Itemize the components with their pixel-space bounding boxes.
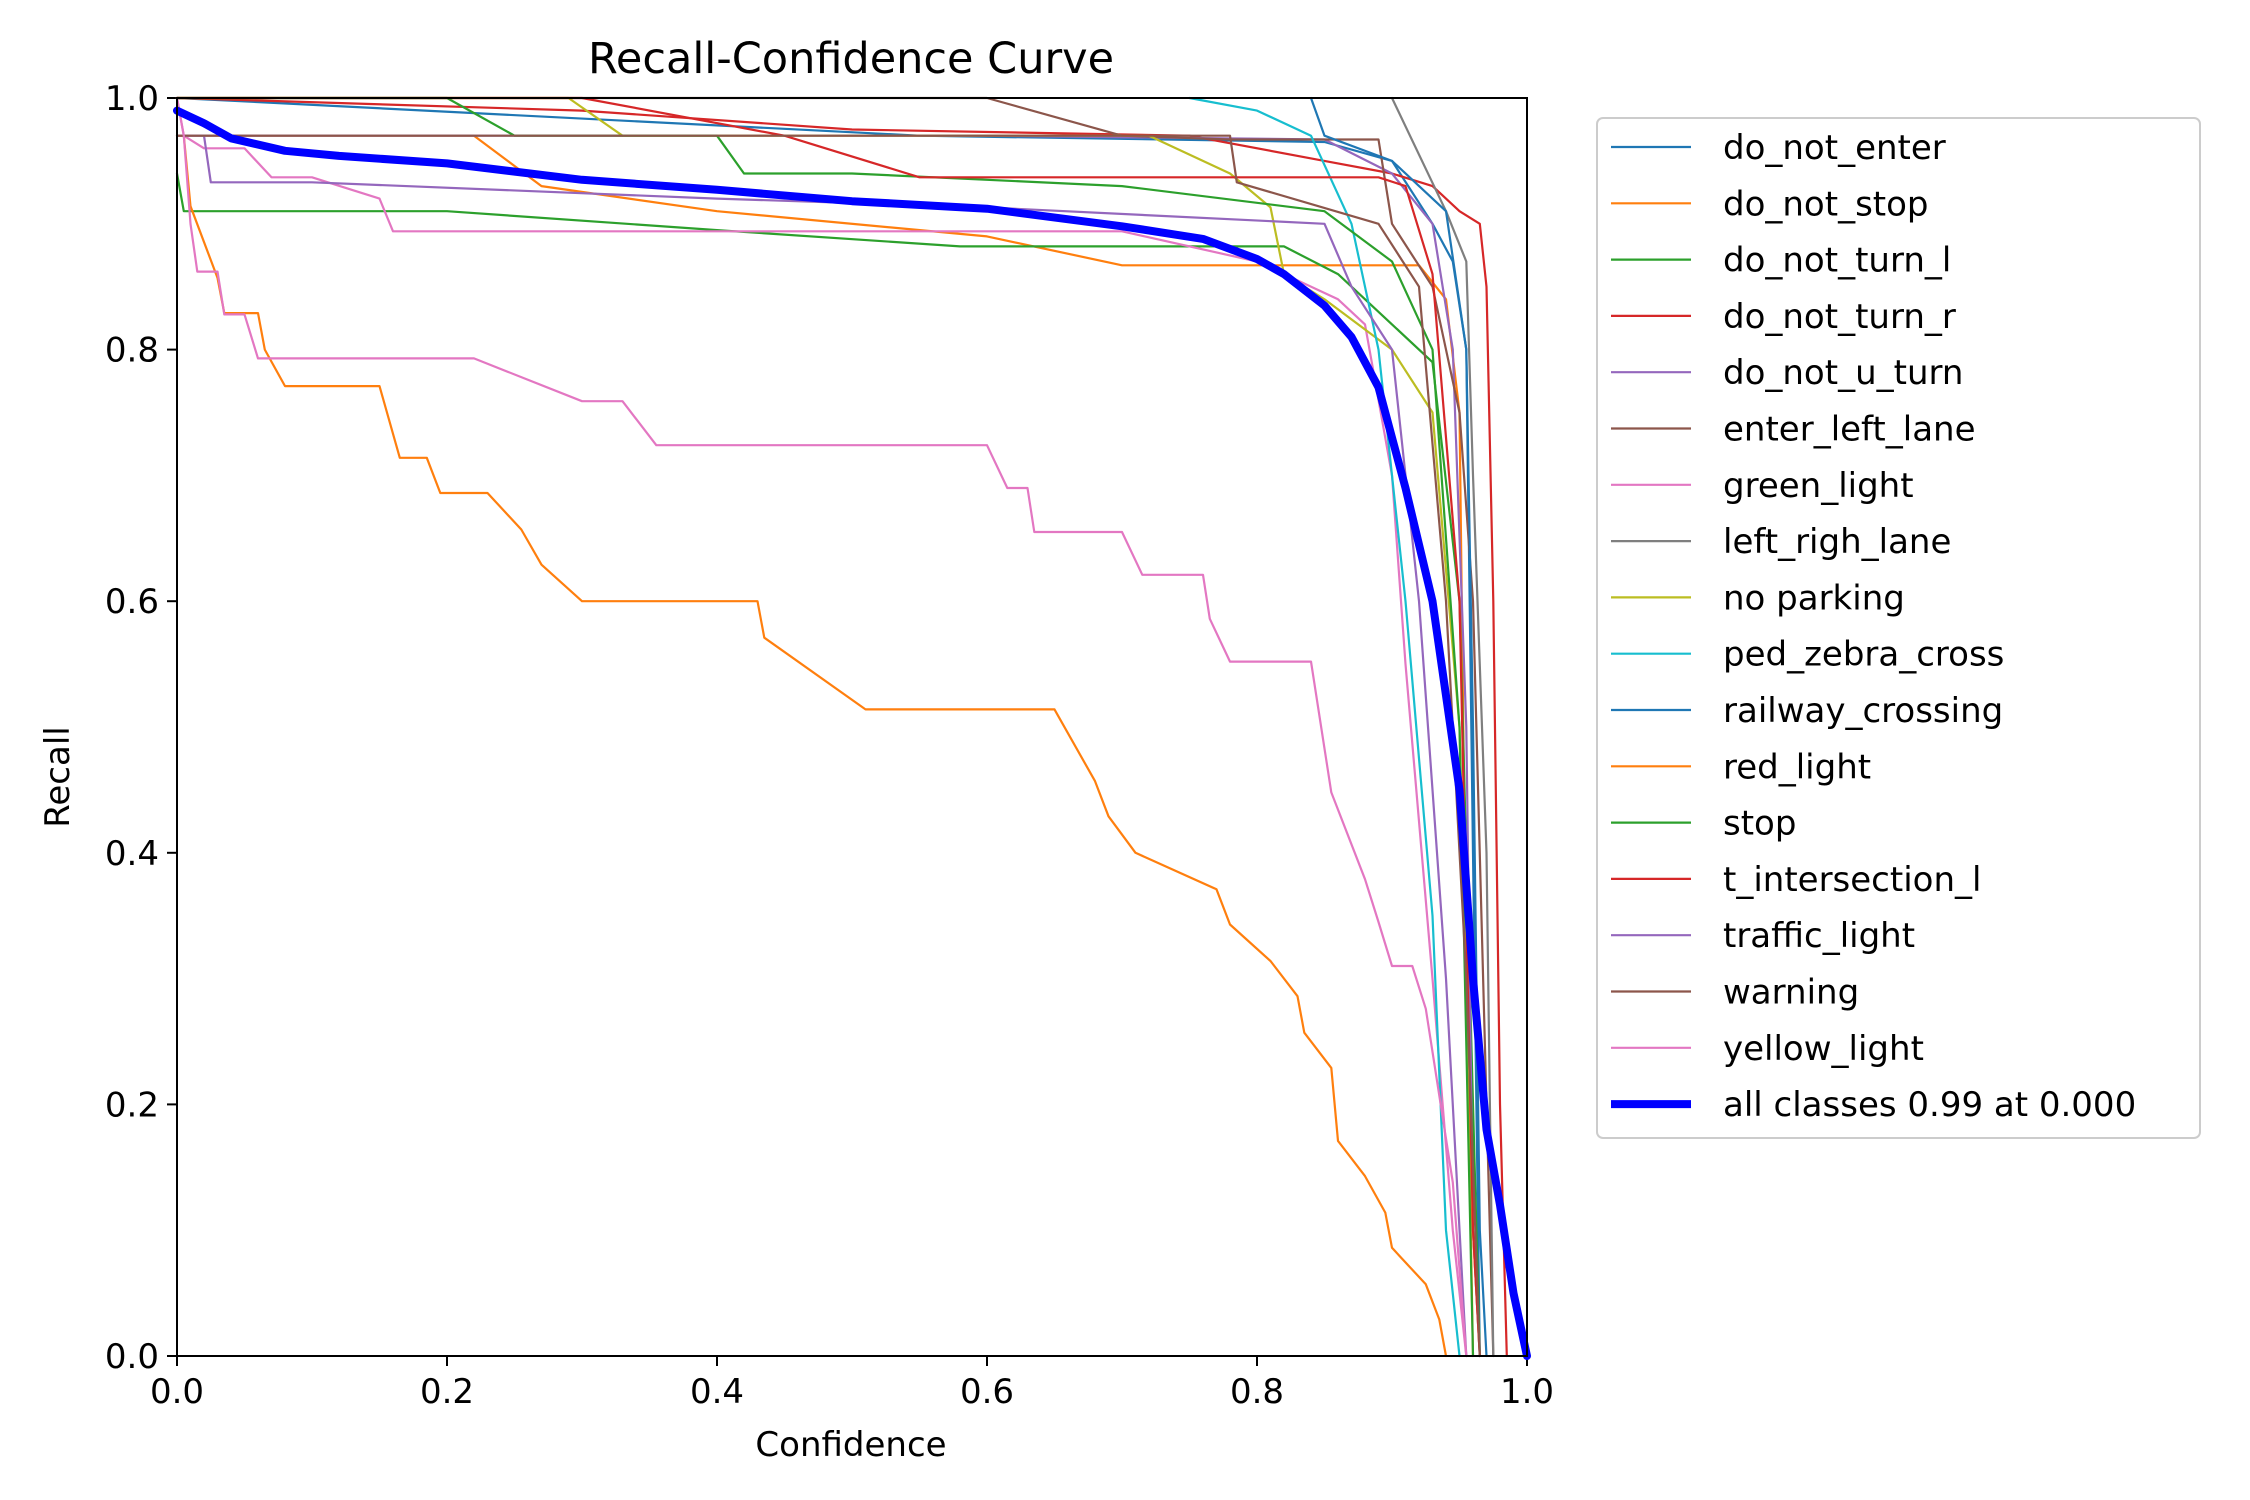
legend-box <box>1596 117 2201 1139</box>
series-line-do-not-turn-r <box>175 96 1508 1358</box>
legend-label: red_light <box>1723 747 1871 787</box>
series-lines <box>173 96 1531 1360</box>
series-line-traffic-light <box>175 134 1468 1358</box>
legend-label: do_not_turn_l <box>1723 241 1951 281</box>
series-line-all-classes-0-99-at-0-000 <box>173 106 1531 1360</box>
x-tick-label: 1.0 <box>1500 1372 1554 1412</box>
legend-label: no parking <box>1723 578 1905 618</box>
y-tick-label: 0.8 <box>105 331 159 371</box>
series-line-enter-left-lane <box>175 96 1495 1358</box>
y-tick-label: 0.4 <box>105 834 159 874</box>
legend-label: traffic_light <box>1723 916 1915 956</box>
legend-label: green_light <box>1723 466 1914 506</box>
legend-label: stop <box>1723 804 1796 844</box>
series-line-do-not-enter <box>175 96 1481 1358</box>
series-line-do-not-turn-l <box>175 172 1481 1358</box>
legend-label: do_not_turn_r <box>1723 297 1956 337</box>
legend-label: ped_zebra_cross <box>1723 635 2004 675</box>
series-line-railway-crossing <box>1309 96 1488 1358</box>
legend-label: do_not_stop <box>1723 184 1929 224</box>
x-tick-label: 0.0 <box>150 1372 204 1412</box>
x-tick-label: 0.8 <box>1230 1372 1284 1412</box>
axis-ticks: 0.0 0.2 0.4 0.6 0.8 1.0 0.0 0.2 0.4 0.6 0.8 1.0 <box>105 79 1554 1412</box>
series-line-warning <box>175 134 1481 1358</box>
series-line-left-righ-lane <box>1390 96 1495 1358</box>
series-line-green-light <box>175 96 1468 1358</box>
legend-label: t_intersection_l <box>1723 860 1981 900</box>
x-tick-label: 0.2 <box>420 1372 474 1412</box>
x-tick-label: 0.6 <box>960 1372 1014 1412</box>
legend-label: warning <box>1723 973 1859 1013</box>
plot-frame <box>176 97 1528 1357</box>
legend-label: railway_crossing <box>1723 691 2003 731</box>
series-line-do-not-stop <box>175 134 1475 1358</box>
legend: do_not_enter do_not_stop do_not_turn_l do_n… <box>1596 117 2201 1139</box>
y-tick-label: 1.0 <box>105 79 159 119</box>
y-tick-label: 0.6 <box>105 582 159 622</box>
legend-label: enter_left_lane <box>1723 410 1976 450</box>
y-tick-label: 0.0 <box>105 1337 159 1377</box>
y-tick-label: 0.2 <box>105 1085 159 1125</box>
y-axis-label: Recall <box>38 726 78 827</box>
x-axis-label: Confidence <box>755 1425 946 1465</box>
series-line-ped-zebra-cross <box>1188 96 1461 1358</box>
legend-label: do_not_enter <box>1723 128 1946 168</box>
series-line-red-light <box>175 134 1448 1358</box>
series-line-t-intersection-l <box>175 96 1481 1358</box>
legend-label: left_righ_lane <box>1723 522 1951 562</box>
series-line-stop <box>175 96 1475 1358</box>
series-line-yellow-light <box>175 96 1468 1358</box>
legend-label: yellow_light <box>1723 1029 1924 1069</box>
legend-label: all classes 0.99 at 0.000 <box>1723 1085 2136 1125</box>
x-tick-label: 0.4 <box>690 1372 744 1412</box>
series-line-do-not-u-turn <box>175 134 1481 1358</box>
legend-label: do_not_u_turn <box>1723 353 1963 393</box>
chart-title: Recall-Confidence Curve <box>588 34 1114 84</box>
series-line-no-parking <box>175 96 1481 1358</box>
